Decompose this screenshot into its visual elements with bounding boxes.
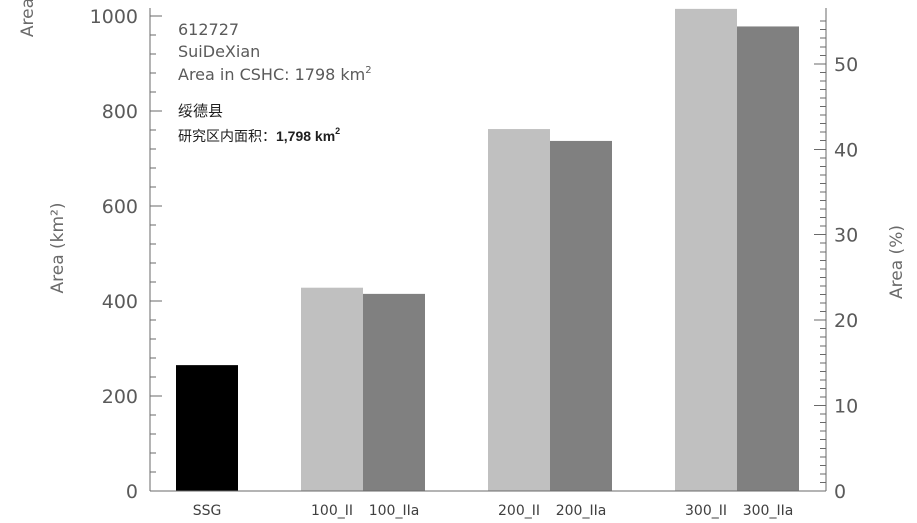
annotation-area-cn-label: 研究区内面积：: [178, 129, 276, 145]
y-tick-label-0: 0: [126, 481, 138, 503]
y2-tick-label-10: 10: [834, 396, 858, 418]
y-tick-label-400: 400: [102, 291, 138, 313]
annotation-area-cn-value: 1,798 km: [276, 128, 335, 144]
y2-axis-label: Area (%): [887, 225, 907, 299]
annotation-name-cn: 绥德县: [178, 102, 223, 120]
category-label-100_iia: 100_IIa: [369, 503, 420, 519]
y2-tick-label-30: 30: [834, 225, 858, 247]
category-label-200_iia: 200_IIa: [556, 503, 607, 519]
annotation-name: SuiDeXian: [178, 42, 260, 61]
category-label-300_iia: 300_IIa: [743, 503, 794, 519]
right-axis-ticks: 0 10 20 30 40 50: [814, 20, 858, 503]
y-axis-label: Area (km²): [48, 202, 68, 293]
annotation-area-cn: 研究区内面积：1,798 km2: [178, 126, 340, 145]
y-tick-label-1000: 1000: [90, 6, 138, 28]
y2-tick-label-40: 40: [834, 139, 858, 161]
bar-100_ii: [301, 287, 363, 491]
y-tick-label-800: 800: [102, 101, 138, 123]
bar-200_ii: [488, 129, 550, 492]
y2-tick-label-20: 20: [834, 310, 858, 332]
y-tick-label-600: 600: [102, 196, 138, 218]
annotation-code: 612727: [178, 20, 239, 39]
bar-100_iia: [363, 293, 425, 491]
category-label-ssg: SSG: [193, 503, 222, 519]
category-labels: SSG 100_II 100_IIa 200_II 200_IIa 300_II 300_I…: [193, 503, 794, 519]
annotation-area-en-text: Area in CSHC: 1798 km: [178, 65, 365, 84]
bar-ssg: [176, 365, 238, 491]
annotation-area-cn-sup: 2: [335, 126, 340, 136]
category-label-200_ii: 200_II: [498, 503, 540, 519]
bars-group: [176, 8, 799, 492]
annotation-area-en: Area in CSHC: 1798 km2: [178, 65, 372, 84]
clipped-top-label: Area: [18, 0, 38, 37]
category-label-300_ii: 300_II: [685, 503, 727, 519]
category-label-100_ii: 100_II: [311, 503, 353, 519]
y-tick-label-200: 200: [102, 386, 138, 408]
annotation-area-en-sup: 2: [365, 65, 371, 76]
y2-tick-label-50: 50: [834, 54, 858, 76]
bar-200_iia: [550, 140, 612, 492]
y2-tick-label-0: 0: [834, 481, 846, 503]
bar-300_iia: [737, 26, 799, 491]
bar-300_ii: [675, 8, 737, 491]
left-axis-ticks: 0 200 400 600 800 1000: [90, 6, 162, 503]
